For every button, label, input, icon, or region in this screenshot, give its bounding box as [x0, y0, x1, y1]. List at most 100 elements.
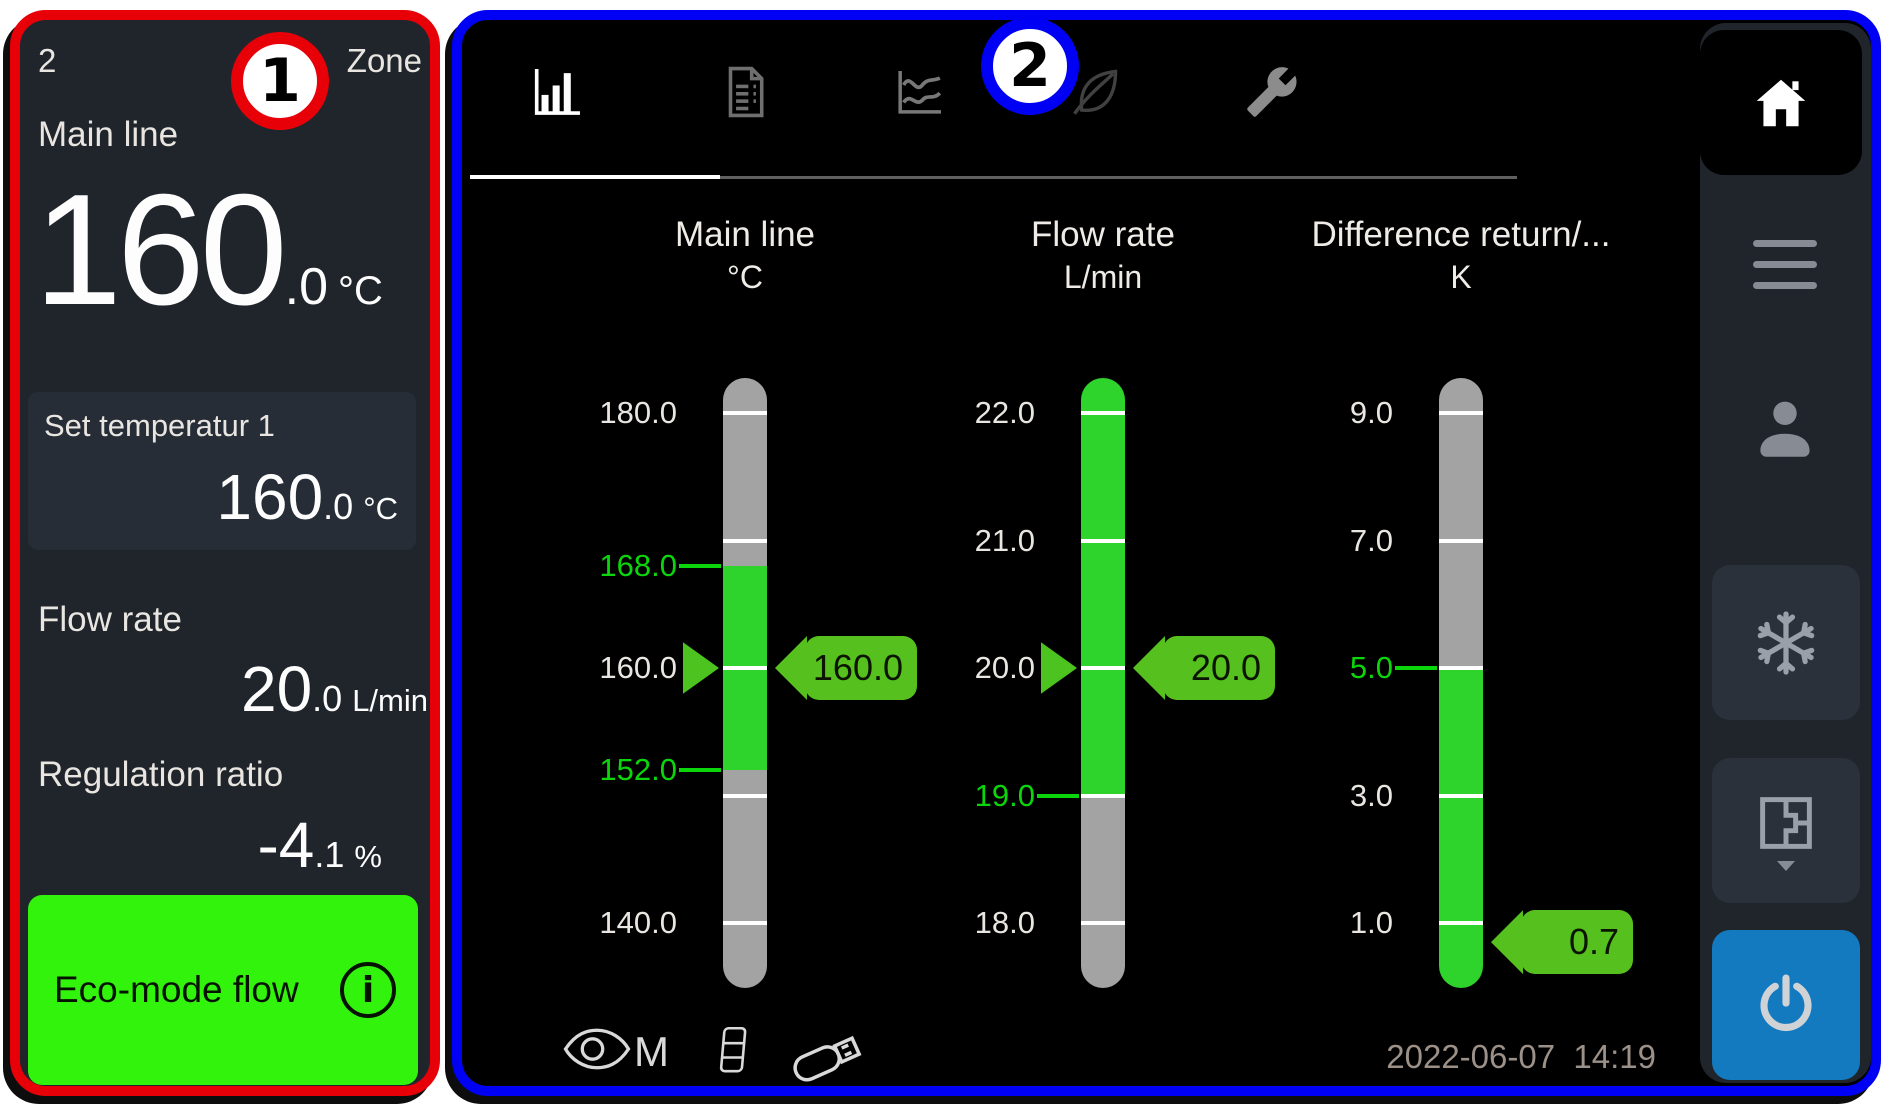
eco-mode-flow-button[interactable]: Eco-mode flow i	[28, 895, 418, 1085]
user-button[interactable]	[1749, 392, 1821, 464]
zone-label: Zone	[346, 42, 422, 79]
limit-label: 5.0	[1349, 650, 1393, 685]
main-panel: Main line °C 180.0 160.0 140.0 168.0 152.0 1…	[452, 10, 1881, 1096]
value-tag: 20.0	[1133, 636, 1275, 700]
menu-bar	[1753, 240, 1817, 247]
limit-line	[679, 564, 721, 568]
value-tag: 0.7	[1491, 910, 1633, 975]
bar-segment-gray	[1081, 795, 1125, 988]
usb-indicator	[784, 1028, 876, 1087]
chevron-down-icon	[1777, 861, 1795, 871]
flow-rate-label: Flow rate	[38, 600, 182, 639]
regulation-unit: %	[354, 839, 382, 874]
tick-line	[1439, 538, 1483, 543]
user-icon	[1760, 401, 1810, 457]
mold-select-button[interactable]	[1712, 758, 1860, 903]
annotation-badge-2: 2	[981, 17, 1079, 115]
tick-label: 1.0	[1349, 905, 1393, 940]
tab-eco[interactable]	[1053, 50, 1137, 134]
eye-icon	[563, 1028, 631, 1070]
mold-icon	[1760, 797, 1812, 849]
tick-line	[1439, 793, 1483, 798]
bar-segment-green	[1439, 668, 1483, 988]
home-button[interactable]	[1700, 30, 1862, 175]
tick-label: 7.0	[1349, 522, 1393, 558]
gauge-title: Main line	[674, 215, 816, 254]
power-button[interactable]	[1712, 930, 1860, 1080]
tick-label: 18.0	[974, 905, 1035, 940]
limit-line	[679, 768, 721, 772]
gauge-unit: K	[1450, 259, 1472, 295]
gauge-main-line: Main line °C 180.0 160.0 140.0 168.0 152.0 1…	[565, 215, 925, 1005]
media-indicator	[714, 1025, 754, 1082]
manual-mode-indicator	[562, 1025, 632, 1078]
gauge-bar	[723, 378, 767, 988]
setpoint-marker	[683, 642, 719, 694]
tick-label: 140.0	[599, 905, 677, 940]
flow-int: 20	[240, 653, 313, 725]
tick-line	[1439, 921, 1483, 925]
set-temperature-field[interactable]: Set temperatur 1 160 .0 °C	[28, 392, 416, 550]
mode-letter: M	[634, 1028, 669, 1075]
limit-label: 168.0	[599, 548, 677, 583]
tick-line	[723, 793, 767, 798]
menu-button[interactable]	[1753, 240, 1817, 290]
set-temp-unit: °C	[363, 491, 398, 526]
bar-chart-icon	[534, 69, 580, 115]
zone-panel-content: 2 Zone Main line 160 .0 °C Set temperatu…	[20, 20, 430, 1086]
limit-line	[1037, 793, 1079, 798]
main-line-value-frac: .0	[284, 258, 328, 316]
value-tag-arrow	[1133, 636, 1165, 700]
gauge-title: Difference return/...	[1311, 215, 1611, 254]
tab-gauges[interactable]	[515, 50, 599, 134]
bar-segment-green	[1081, 378, 1125, 796]
tick-line	[723, 666, 767, 670]
tick-label: 21.0	[974, 522, 1035, 558]
regulation-int: -4	[257, 809, 315, 881]
tab-service[interactable]	[1230, 50, 1314, 134]
value-tag-label: 160.0	[805, 636, 917, 700]
flow-rate-value: 20 .0 L/min	[241, 652, 428, 726]
bar-segment-gray	[723, 770, 767, 988]
main-line-value-unit: °C	[338, 269, 383, 313]
tabbar-divider	[720, 176, 1517, 179]
gauge-title: Flow rate	[1031, 215, 1175, 254]
bar-segment-gray	[723, 378, 767, 566]
info-icon[interactable]: i	[340, 962, 396, 1018]
set-temperature-label: Set temperatur 1	[44, 408, 275, 443]
gauge-bar	[1081, 378, 1125, 988]
tick-label: 160.0	[599, 650, 677, 685]
tick-line	[1439, 411, 1483, 415]
snowflake-icon	[1757, 610, 1815, 675]
tab-report[interactable]	[703, 50, 787, 134]
main-line-value: 160 .0 °C	[34, 162, 383, 338]
value-tag-label: 20.0	[1163, 636, 1275, 700]
tick-line	[1081, 666, 1125, 670]
tick-label: 9.0	[1349, 395, 1393, 430]
trend-curves-icon	[898, 71, 942, 114]
gauge-difference-return: Difference return/... K 9.0 7.0 3.0 1.0 5.0 0…	[1281, 215, 1641, 1005]
main-line-value-int: 160	[34, 162, 288, 338]
home-icon	[1756, 79, 1806, 126]
tick-line	[723, 411, 767, 415]
value-tag-label: 0.7	[1521, 910, 1633, 975]
gauge-unit: L/min	[1063, 259, 1143, 295]
value-tag-arrow	[775, 636, 807, 700]
main-panel-content: Main line °C 180.0 160.0 140.0 168.0 152.0 1…	[462, 20, 1871, 1086]
usb-stick-icon	[793, 1035, 862, 1082]
value-tag-arrow	[1491, 910, 1523, 975]
limit-label: 19.0	[974, 777, 1035, 813]
cooling-mode-button[interactable]	[1712, 565, 1860, 720]
tick-line	[1081, 921, 1125, 925]
tick-line	[1439, 666, 1483, 670]
limit-label: 152.0	[599, 752, 677, 787]
leaf-icon	[1073, 69, 1118, 115]
zone-panel: 2 Zone Main line 160 .0 °C Set temperatu…	[10, 10, 440, 1096]
tick-label: 180.0	[599, 395, 677, 430]
tab-trends[interactable]	[878, 50, 962, 134]
set-temperature-value: 160 .0 °C	[216, 460, 398, 534]
set-temp-int: 160	[216, 461, 324, 533]
set-temp-frac: .0	[323, 486, 354, 527]
tick-label: 20.0	[974, 650, 1035, 685]
